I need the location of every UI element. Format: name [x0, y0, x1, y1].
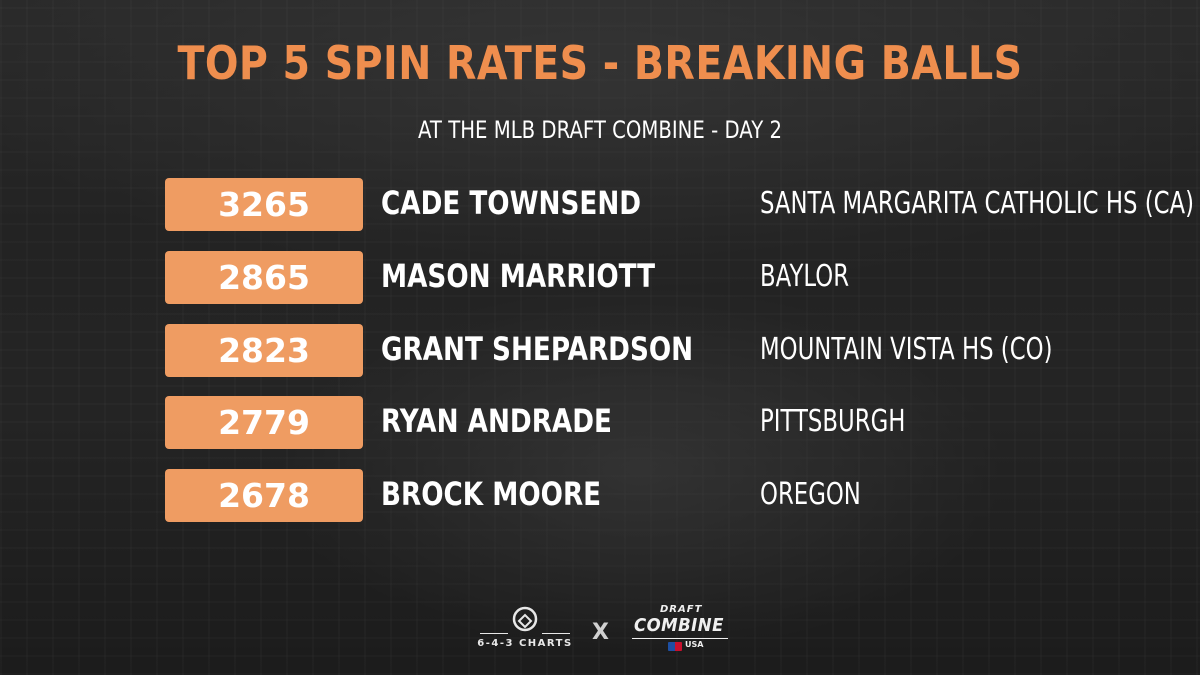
player-name: RYAN ANDRADE	[381, 402, 612, 440]
leaderboard-row: 3265 CADE TOWNSEND SANTA MARGARITA CATHO…	[165, 178, 1194, 232]
player-name: BROCK MOORE	[381, 475, 602, 513]
footer-logos: 6-4-3 CHARTS X DRAFT COMBINE USA	[0, 600, 1200, 660]
mlb-logo-icon	[668, 642, 682, 651]
player-name: MASON MARRIOTT	[381, 257, 656, 295]
logo-text: 6-4-3 CHARTS	[477, 638, 573, 649]
spin-rate-badge: 3265	[165, 178, 363, 231]
leaderboard-row: 2779 RYAN ANDRADE PITTSBURGH	[165, 396, 1185, 450]
leaderboard-row: 2865 MASON MARRIOTT BAYLOR	[165, 251, 1185, 305]
logo-rule-right	[542, 633, 570, 634]
leaderboard-row: 2678 BROCK MOORE OREGON	[165, 469, 1185, 523]
player-name: GRANT SHEPARDSON	[381, 330, 694, 368]
logo-draft-text: DRAFT	[660, 604, 703, 615]
player-school: BAYLOR	[760, 259, 850, 294]
643-charts-logo: 6-4-3 CHARTS	[470, 600, 580, 655]
logo-usa-text: USA	[685, 640, 704, 649]
spin-rate-badge: 2823	[165, 324, 363, 377]
spin-rate-badge: 2678	[165, 469, 363, 522]
player-school: MOUNTAIN VISTA HS (CO)	[760, 332, 1053, 367]
baseball-diamond-icon	[512, 606, 538, 632]
logo-rule-left	[480, 633, 508, 634]
draft-combine-logo: DRAFT COMBINE USA	[632, 604, 732, 656]
player-school: PITTSBURGH	[760, 404, 906, 439]
logo-combine-text: COMBINE	[634, 615, 724, 636]
player-name: CADE TOWNSEND	[381, 184, 642, 222]
player-school: SANTA MARGARITA CATHOLIC HS (CA)	[760, 186, 1195, 221]
spin-rate-badge: 2779	[165, 396, 363, 449]
logo-rule	[632, 638, 728, 639]
page-subtitle: AT THE MLB DRAFT COMBINE - DAY 2	[417, 116, 783, 144]
player-school: OREGON	[760, 477, 861, 512]
separator-x: X	[592, 620, 609, 645]
leaderboard-row: 2823 GRANT SHEPARDSON MOUNTAIN VISTA HS …	[165, 324, 1185, 378]
page-title: TOP 5 SPIN RATES - BREAKING BALLS	[177, 36, 1023, 90]
spin-rate-badge: 2865	[165, 251, 363, 304]
